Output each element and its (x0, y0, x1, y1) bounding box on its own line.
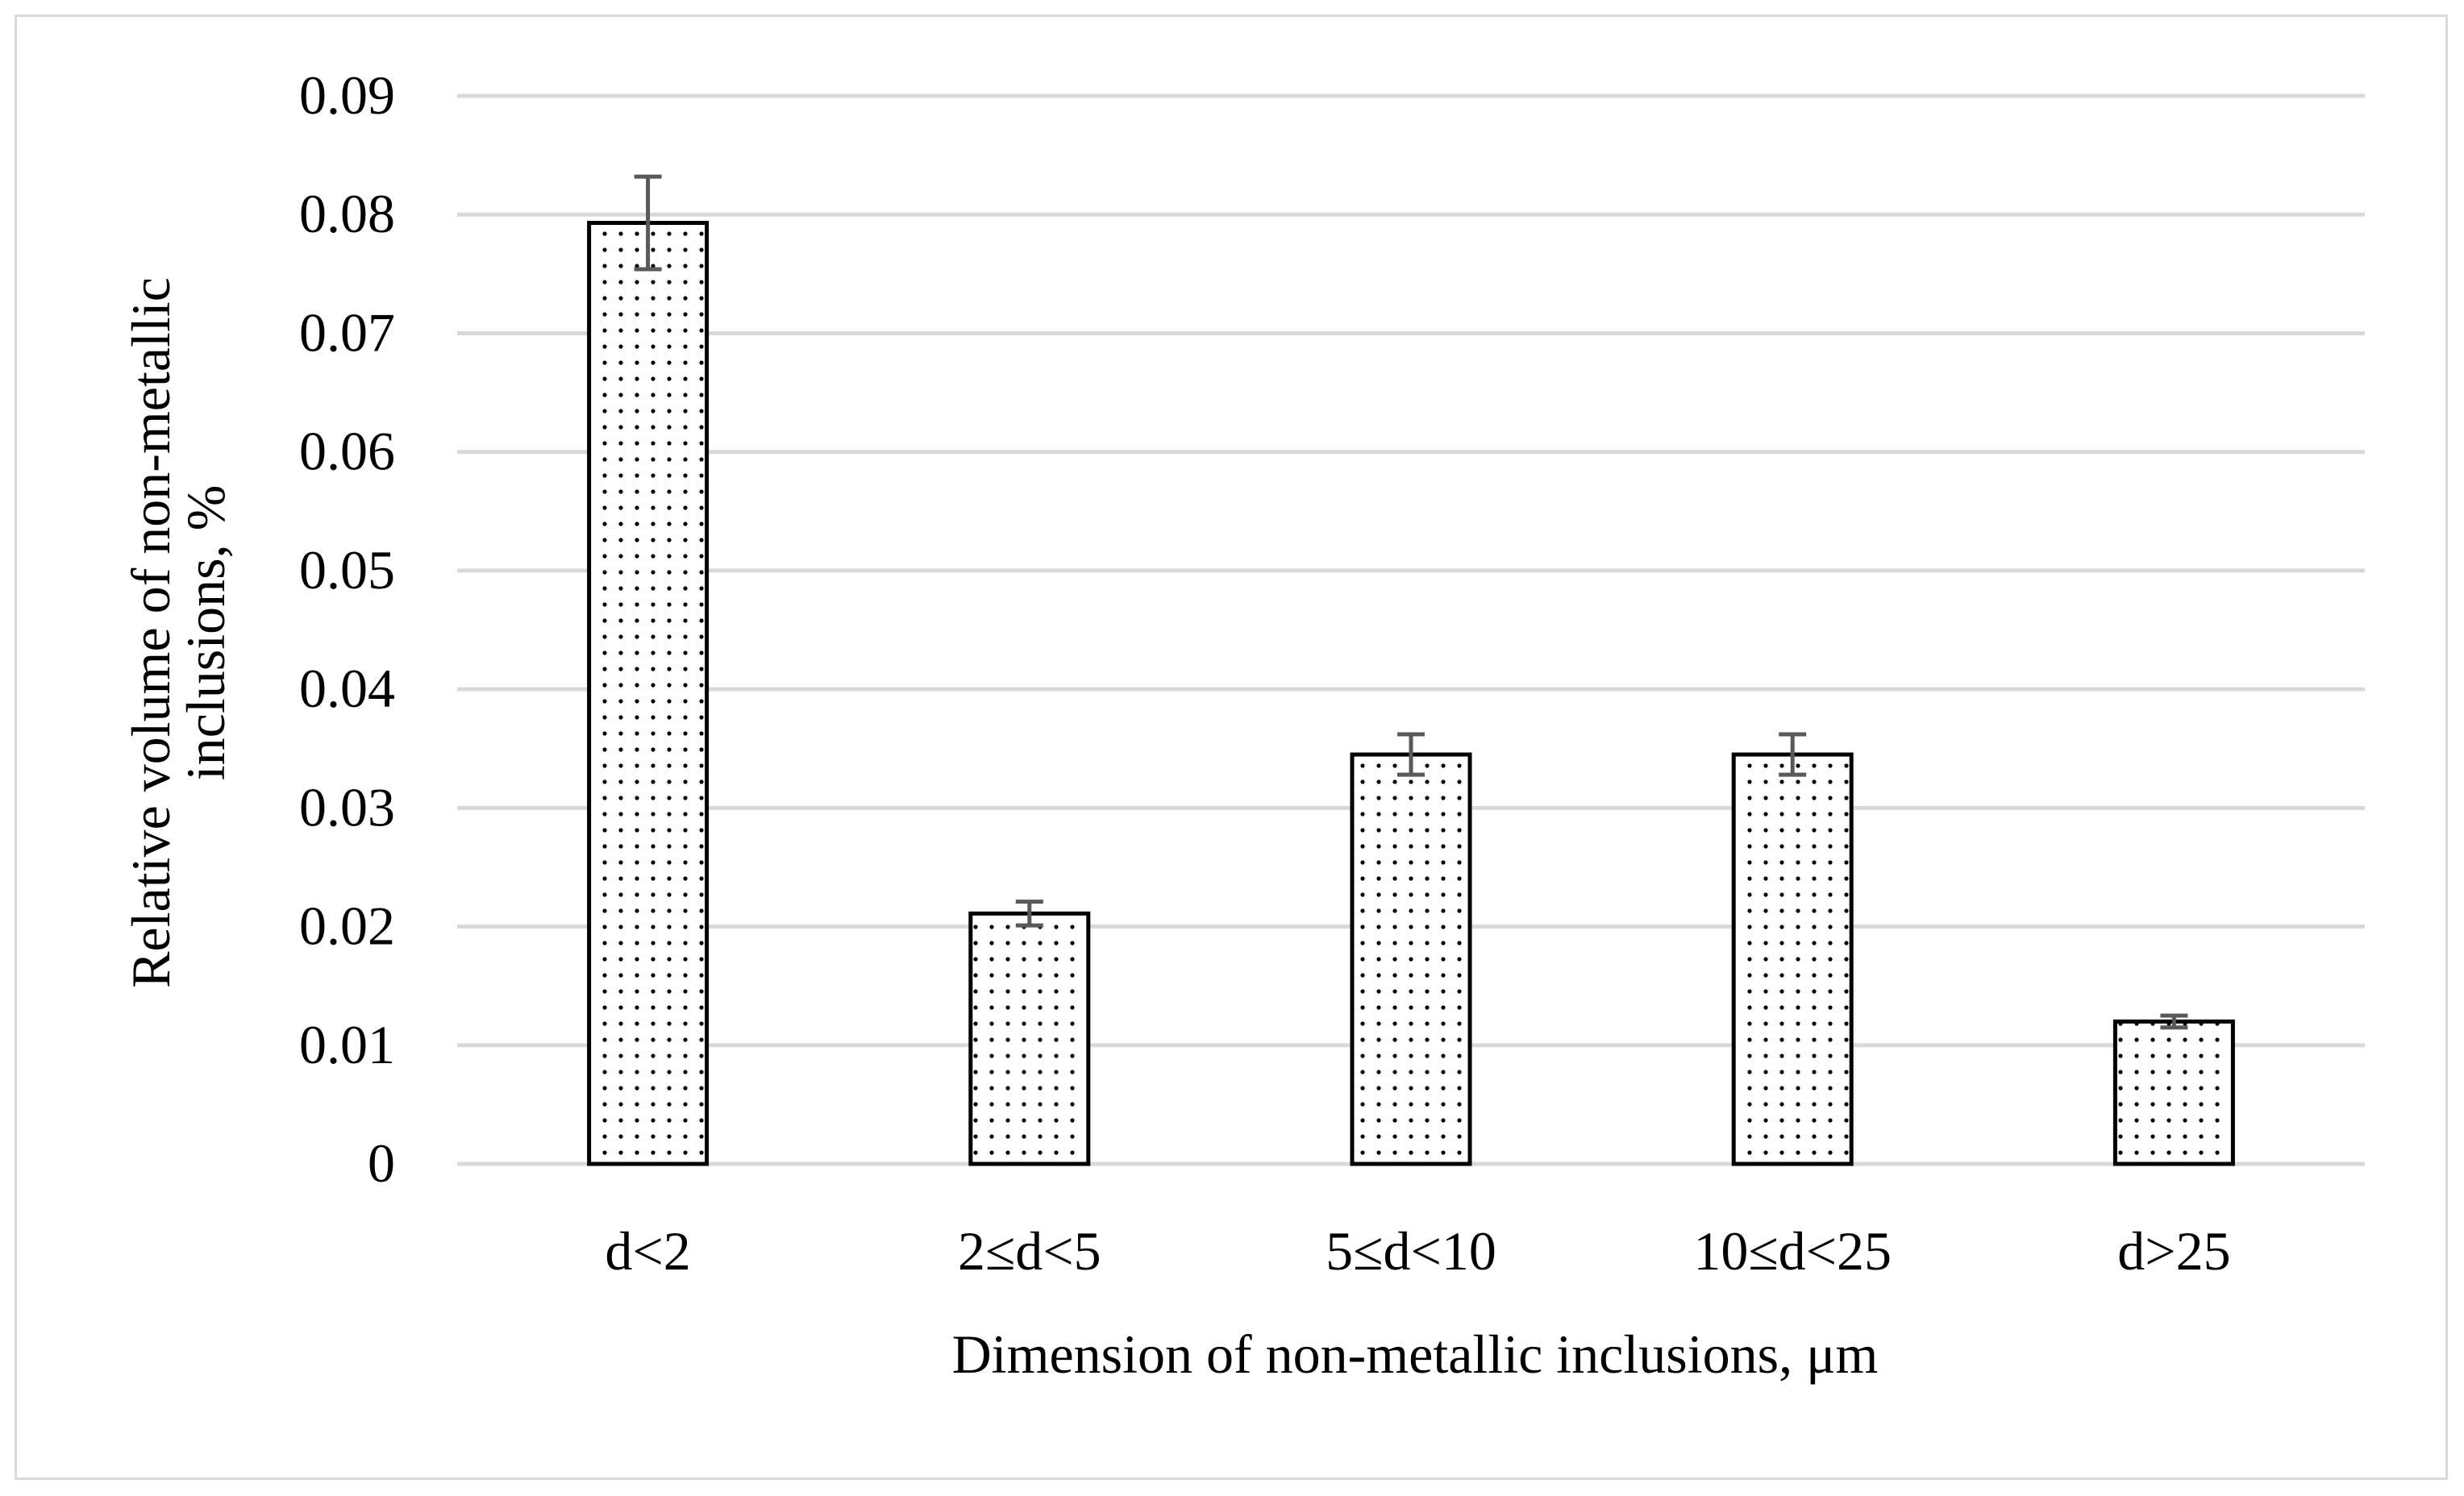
error-bars (634, 174, 2188, 1030)
x-axis-title: Dimension of non-metallic inclusions, μm (952, 1324, 1879, 1385)
y-axis-title-line-1: Relative volume of non-metallic (120, 277, 181, 988)
error-bar (2160, 1013, 2188, 1030)
error-bar (1015, 900, 1043, 928)
error-bar (1397, 732, 1425, 777)
error-bar (634, 174, 662, 272)
y-tick-label: 0.05 (299, 539, 395, 600)
y-axis-ticks: 0 0.01 0.02 0.03 0.04 0.05 0.06 0.07 0.08 0.09 (299, 64, 395, 1194)
y-tick-label: 0.02 (299, 896, 395, 957)
y-tick-label: 0.06 (299, 421, 395, 482)
y-tick-label: 0.04 (299, 658, 395, 719)
y-tick-label: 0.07 (299, 301, 395, 363)
bar (1350, 752, 1472, 1166)
bar (1731, 752, 1854, 1166)
x-category-label: 5≤d<10 (1326, 1220, 1496, 1282)
x-category-label: d>25 (2117, 1220, 2230, 1282)
x-category-label: 2≤d<5 (958, 1220, 1101, 1282)
x-category-label: 10≤d<25 (1693, 1220, 1892, 1282)
y-axis-title-line-2: inclusions, % (175, 485, 236, 780)
gridlines (457, 94, 2365, 1166)
bars (587, 221, 2235, 1166)
y-tick-label: 0.08 (299, 183, 395, 244)
y-tick-label: 0 (368, 1132, 395, 1194)
bar (587, 221, 710, 1166)
chart-frame (15, 15, 2448, 1480)
y-tick-label: 0.03 (299, 776, 395, 837)
error-bar (1779, 732, 1807, 777)
x-axis-categories: d<2 2≤d<5 5≤d<10 10≤d<25 d>25 (605, 1220, 2230, 1282)
bar (968, 911, 1091, 1166)
x-category-label: d<2 (605, 1220, 690, 1282)
y-tick-label: 0.01 (299, 1014, 395, 1075)
bar (2112, 1019, 2235, 1166)
y-tick-label: 0.09 (299, 64, 395, 126)
y-axis-title: Relative volume of non-metallic inclusio… (120, 277, 236, 988)
